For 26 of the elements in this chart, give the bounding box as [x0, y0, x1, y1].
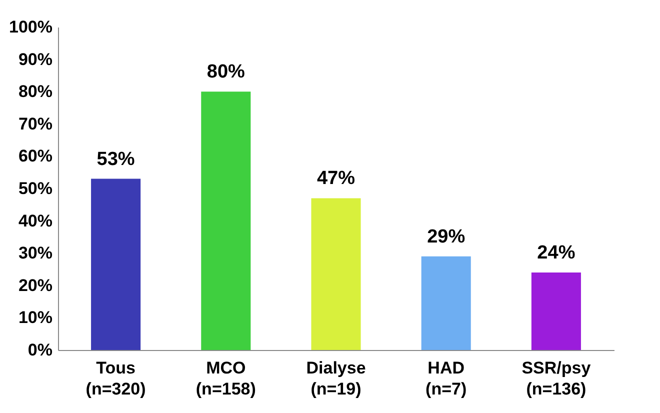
- y-tick-label: 70%: [18, 114, 52, 134]
- bar: [421, 256, 471, 350]
- data-label: 29%: [427, 226, 466, 248]
- y-tick-label: 100%: [9, 18, 52, 36]
- bar: [91, 178, 141, 350]
- y-tick-label: 40%: [18, 211, 52, 230]
- y-tick-label: 10%: [18, 308, 52, 328]
- data-label: 47%: [316, 168, 356, 190]
- data-label: 80%: [206, 62, 246, 83]
- x-tick-label: SSR/psy (n=136): [522, 358, 592, 398]
- y-tick-label: 30%: [18, 244, 52, 263]
- bar: [311, 198, 361, 350]
- bar: [201, 92, 251, 350]
- y-tick-label: 50%: [18, 179, 52, 198]
- y-tick-label: 80%: [18, 82, 52, 102]
- y-tick-label: 0%: [28, 340, 52, 360]
- data-label: 53%: [96, 148, 135, 170]
- y-tick-label: 20%: [18, 276, 52, 295]
- bar: [531, 272, 581, 350]
- y-tick-label: 90%: [18, 50, 52, 69]
- x-tick-label: Tous (n=320): [86, 358, 146, 398]
- x-tick-label: MCO (n=158): [196, 358, 256, 398]
- data-label: 24%: [537, 242, 576, 264]
- y-tick-label: 60%: [18, 146, 52, 166]
- x-tick-label: HAD (n=7): [426, 358, 467, 398]
- x-tick-label: Dialyse (n=19): [306, 358, 366, 398]
